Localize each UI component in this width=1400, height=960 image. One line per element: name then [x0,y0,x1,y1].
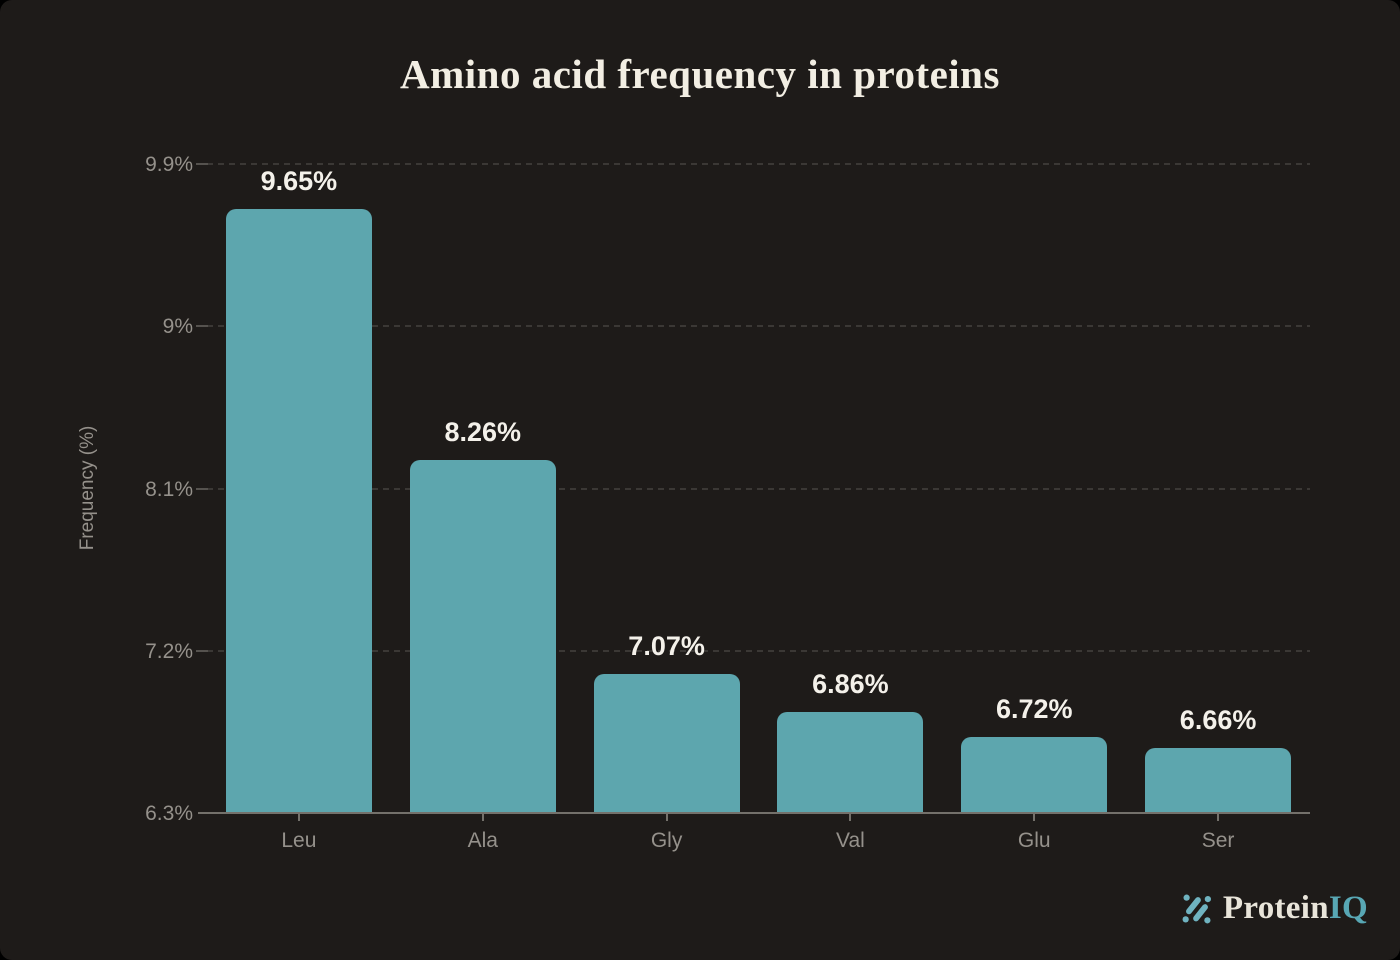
y-tick-label: 8.1% [145,477,193,501]
y-tick-mark [196,649,208,652]
bar-value-label: 6.72% [995,694,1073,725]
bar-ser [1145,748,1292,812]
x-tick-mark [481,814,484,821]
bar-leu [225,209,372,812]
x-axis-line [198,812,1310,814]
x-tick-mark [665,814,668,821]
y-tick-mark [196,163,208,165]
x-tick-mark [1217,814,1220,821]
x-tick-label: Leu [281,829,317,852]
bar-val [777,712,924,812]
bar-value-label: 6.86% [812,669,889,700]
x-tick-mark [1033,814,1036,821]
y-tick-label: 6.3% [145,802,193,825]
brand-name-primary: Protein [1222,890,1329,926]
x-tick-mark [297,814,300,821]
gridline [207,487,1310,490]
x-tick-mark [849,814,852,821]
gridline [207,325,1310,328]
brand-logo: ProteinIQ [1180,890,1368,927]
y-tick-label: 9.9% [145,153,193,176]
x-tick-label: Ala [467,829,498,852]
x-tick-label: Val [836,829,865,852]
brand-name-accent: IQ [1328,890,1368,926]
y-tick-label: 7.2% [145,639,193,663]
gridline [207,649,1310,652]
brand-wordmark: ProteinIQ [1223,890,1368,927]
x-tick-label: Gly [650,829,683,852]
y-tick-mark [196,325,208,328]
bar-value-label: 7.07% [628,631,705,662]
bar-value-label: 9.65% [260,166,338,197]
bar-value-label: 8.26% [444,416,522,447]
x-tick-label: Ser [1201,829,1235,852]
gridline [207,163,1310,165]
y-tick-mark [196,487,208,490]
chart-title: Amino acid frequency in proteins [400,51,1000,97]
bar-gly [593,674,740,812]
y-tick-label: 9% [162,315,193,339]
bar-value-label: 6.66% [1179,705,1257,736]
molecule-dots-icon [1182,894,1211,923]
bar-glu [961,737,1108,812]
bar-ala [409,459,556,812]
x-tick-label: Glu [1017,829,1051,852]
